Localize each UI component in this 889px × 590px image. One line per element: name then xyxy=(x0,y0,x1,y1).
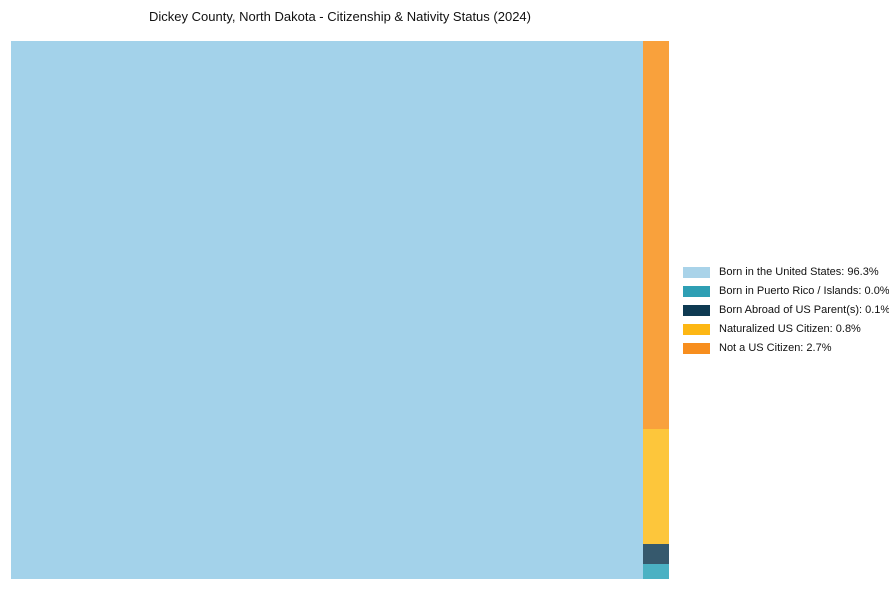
treemap-segment[interactable] xyxy=(643,544,669,564)
legend: Born in the United States: 96.3% Born in… xyxy=(683,267,889,362)
treemap-segment[interactable] xyxy=(643,564,669,579)
legend-item[interactable]: Naturalized US Citizen: 0.8% xyxy=(683,324,889,335)
legend-label: Naturalized US Citizen: 0.8% xyxy=(719,323,861,335)
legend-swatch-icon xyxy=(683,267,710,278)
legend-swatch-icon xyxy=(683,286,710,297)
legend-swatch-icon xyxy=(683,343,710,354)
legend-item[interactable]: Born in the United States: 96.3% xyxy=(683,267,889,278)
legend-item[interactable]: Born Abroad of US Parent(s): 0.1% xyxy=(683,305,889,316)
treemap-segment[interactable] xyxy=(11,41,643,579)
legend-label: Born in Puerto Rico / Islands: 0.0% xyxy=(719,285,889,297)
treemap-plot-area xyxy=(11,41,669,579)
legend-item[interactable]: Born in Puerto Rico / Islands: 0.0% xyxy=(683,286,889,297)
legend-label: Born Abroad of US Parent(s): 0.1% xyxy=(719,304,889,316)
legend-label: Not a US Citizen: 2.7% xyxy=(719,342,832,354)
treemap-segment[interactable] xyxy=(643,41,669,429)
legend-item[interactable]: Not a US Citizen: 2.7% xyxy=(683,343,889,354)
legend-label: Born in the United States: 96.3% xyxy=(719,266,879,278)
treemap-segment[interactable] xyxy=(643,429,669,544)
legend-swatch-icon xyxy=(683,305,710,316)
chart-title: Dickey County, North Dakota - Citizenshi… xyxy=(149,9,531,24)
legend-swatch-icon xyxy=(683,324,710,335)
